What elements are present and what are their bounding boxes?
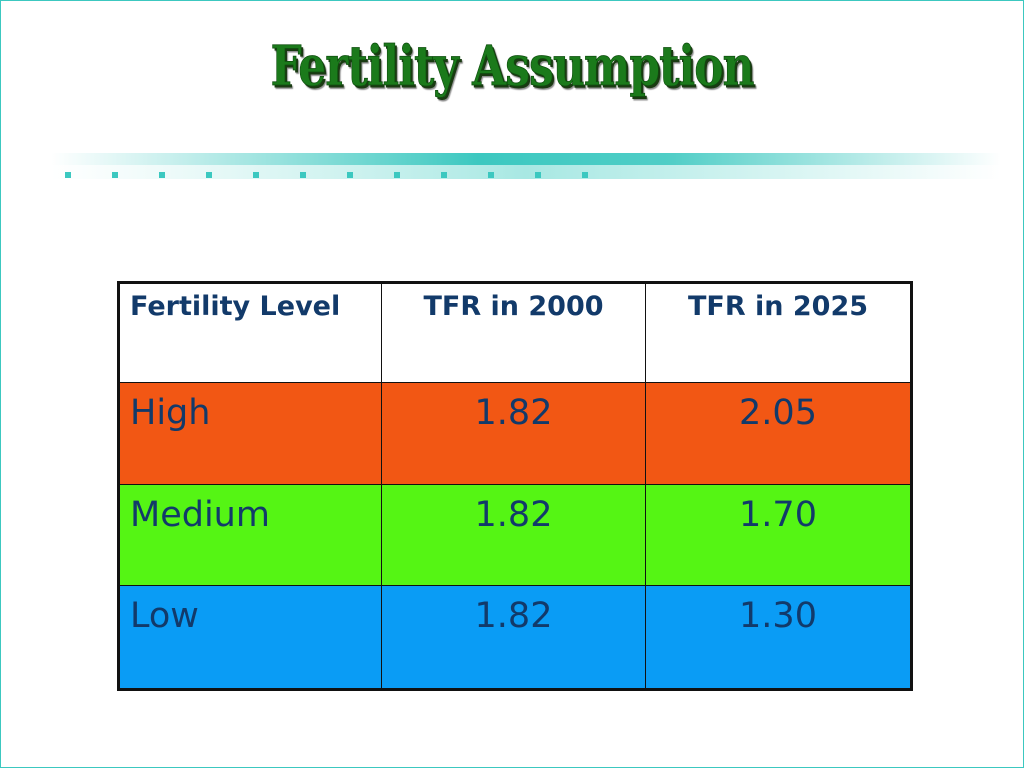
header-tfr-2000: TFR in 2000	[381, 282, 646, 383]
cell-tfr-2025: 2.05	[645, 382, 912, 485]
table-row-low: Low 1.82 1.30	[118, 585, 912, 690]
slide-title: Fertility Assumption	[270, 35, 755, 100]
cell-tfr-2025: 1.30	[645, 585, 912, 690]
fertility-table: Fertility Level TFR in 2000 TFR in 2025 …	[117, 281, 913, 691]
table-row-high: High 1.82 2.05	[118, 382, 912, 485]
cell-tfr-2000: 1.82	[381, 483, 646, 587]
header-tfr-2025: TFR in 2025	[645, 282, 912, 383]
fertility-table-container: Fertility Level TFR in 2000 TFR in 2025 …	[117, 281, 913, 691]
cell-tfr-2025: 1.70	[645, 483, 912, 587]
table-header-row: Fertility Level TFR in 2000 TFR in 2025	[118, 282, 912, 383]
cell-tfr-2000: 1.82	[381, 382, 646, 485]
band-dots	[65, 172, 588, 178]
table-row-medium: Medium 1.82 1.70	[118, 483, 912, 587]
cell-level: Low	[118, 585, 382, 690]
header-fertility-level: Fertility Level	[118, 282, 382, 383]
decorative-band	[51, 153, 1001, 179]
cell-tfr-2000: 1.82	[381, 585, 646, 690]
cell-level: High	[118, 382, 382, 485]
cell-level: Medium	[118, 483, 382, 587]
